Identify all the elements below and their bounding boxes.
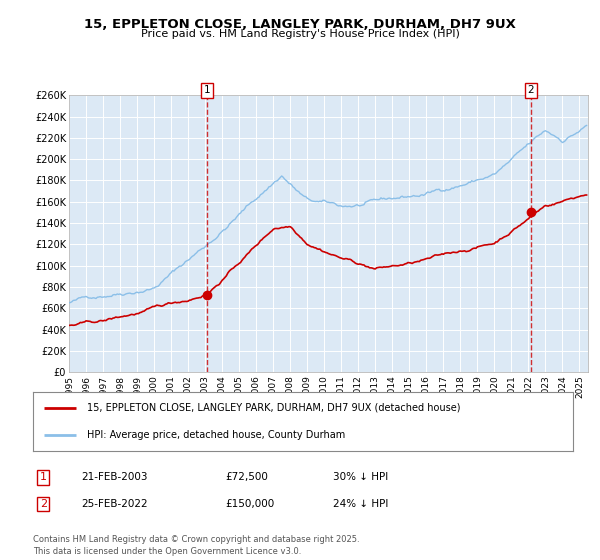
Text: 1: 1 [40,472,47,482]
Text: Price paid vs. HM Land Registry's House Price Index (HPI): Price paid vs. HM Land Registry's House … [140,29,460,39]
Text: 2: 2 [527,85,535,95]
Text: 2: 2 [40,499,47,509]
Text: 24% ↓ HPI: 24% ↓ HPI [333,499,388,509]
Text: 15, EPPLETON CLOSE, LANGLEY PARK, DURHAM, DH7 9UX: 15, EPPLETON CLOSE, LANGLEY PARK, DURHAM… [84,18,516,31]
Text: HPI: Average price, detached house, County Durham: HPI: Average price, detached house, Coun… [87,430,345,440]
Text: £150,000: £150,000 [225,499,274,509]
Text: Contains HM Land Registry data © Crown copyright and database right 2025.
This d: Contains HM Land Registry data © Crown c… [33,535,359,556]
Text: £72,500: £72,500 [225,472,268,482]
Text: 30% ↓ HPI: 30% ↓ HPI [333,472,388,482]
Text: 21-FEB-2003: 21-FEB-2003 [81,472,148,482]
Text: 25-FEB-2022: 25-FEB-2022 [81,499,148,509]
Text: 15, EPPLETON CLOSE, LANGLEY PARK, DURHAM, DH7 9UX (detached house): 15, EPPLETON CLOSE, LANGLEY PARK, DURHAM… [87,403,461,413]
Text: 1: 1 [204,85,211,95]
